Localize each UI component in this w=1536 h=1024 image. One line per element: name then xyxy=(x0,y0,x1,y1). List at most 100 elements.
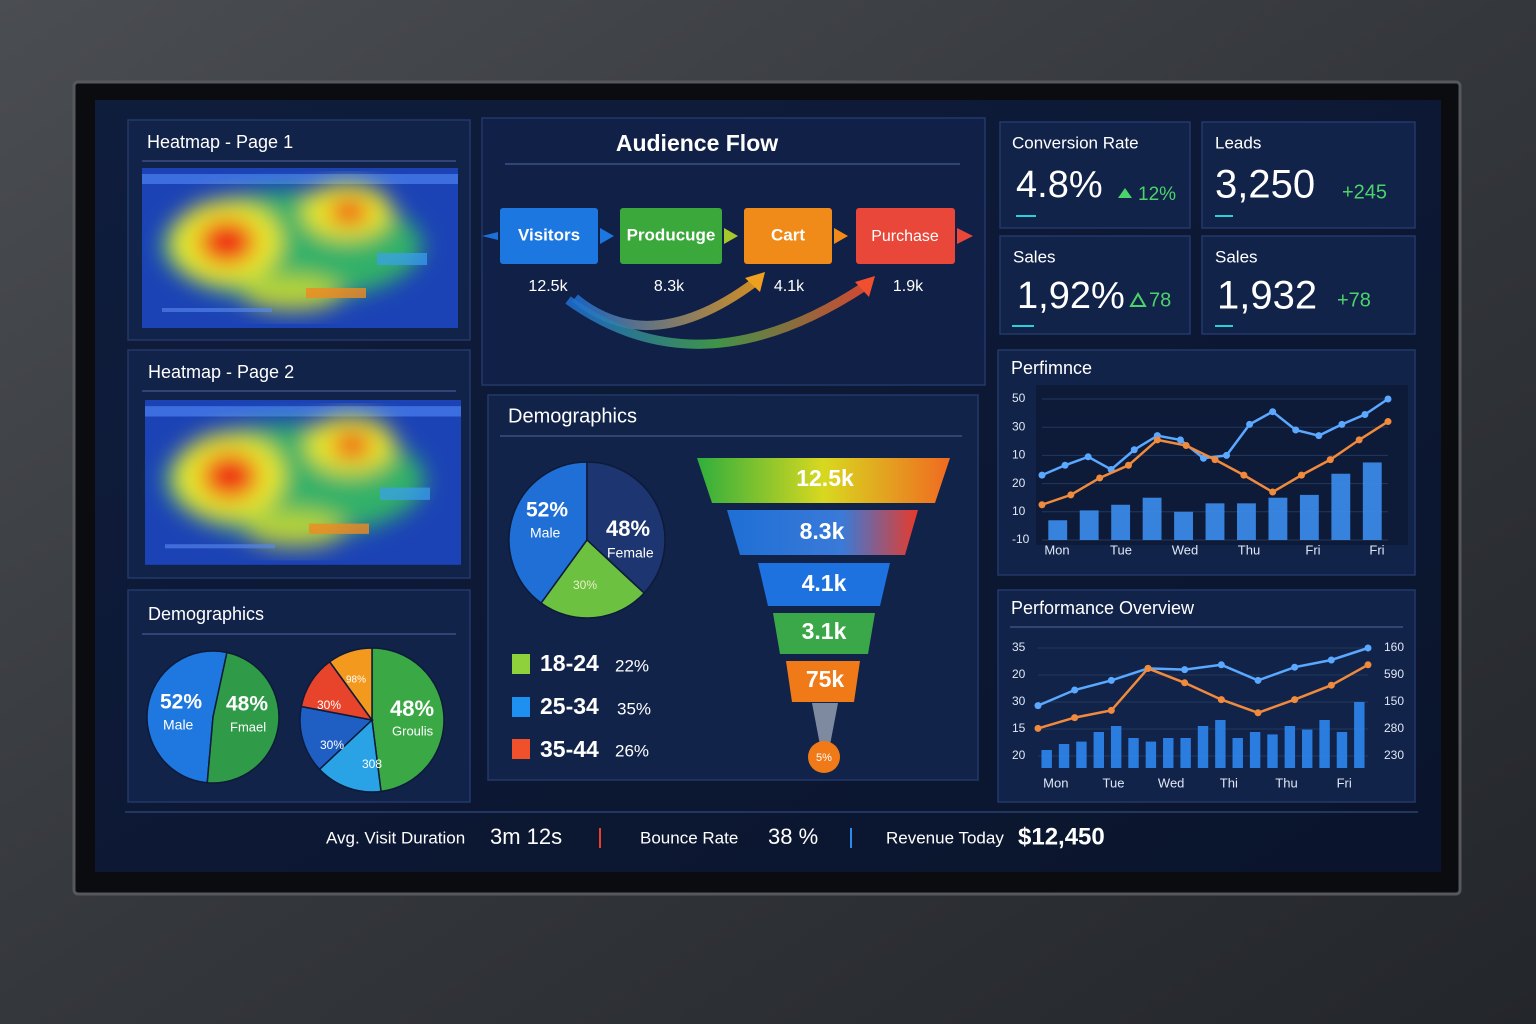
bar xyxy=(1180,738,1191,768)
pie-slice xyxy=(328,647,373,723)
kpi-card xyxy=(999,235,1191,335)
line-point xyxy=(1217,661,1225,669)
line-point xyxy=(1034,702,1042,710)
x-tick-label: Fri xyxy=(1369,542,1384,557)
x-tick-label: Thu xyxy=(1238,542,1260,557)
funnel-step xyxy=(786,661,860,702)
line-point xyxy=(1298,471,1305,479)
bar xyxy=(1249,732,1261,768)
y-tick-label: 20 xyxy=(1012,748,1026,762)
pie-label: 30% xyxy=(317,698,341,712)
stage-value: 1.9k xyxy=(893,278,924,295)
pie-value-label: 30% xyxy=(573,578,597,592)
pie-slice xyxy=(299,705,374,771)
x-tick-label: Wed xyxy=(1172,542,1199,557)
bar xyxy=(1145,741,1157,768)
arrowhead xyxy=(745,272,765,292)
stage-box xyxy=(620,208,722,264)
y-tick-label: 50 xyxy=(1012,391,1026,405)
funnel-step xyxy=(697,458,950,503)
pie xyxy=(146,650,280,784)
line-point xyxy=(1153,436,1161,444)
funnel-end xyxy=(808,741,840,773)
line-point xyxy=(1130,446,1138,454)
funnel-step xyxy=(773,613,875,654)
line-point xyxy=(1061,461,1069,469)
heatmap xyxy=(145,400,461,565)
y2-tick-label: 280 xyxy=(1384,721,1404,735)
line-point xyxy=(1199,454,1207,462)
pie-slice xyxy=(206,651,280,784)
line-point xyxy=(1292,426,1300,434)
kpi-title: Sales xyxy=(1215,247,1258,266)
line-point xyxy=(1364,661,1372,669)
bar xyxy=(1268,497,1288,540)
line-point xyxy=(1327,681,1335,689)
kpi-change: +78 xyxy=(1337,289,1371,311)
pie-category-label: Female xyxy=(607,545,654,561)
bar xyxy=(1267,734,1278,768)
bar xyxy=(1205,503,1225,540)
pie-category-label: Male xyxy=(163,717,194,733)
line-point xyxy=(1269,408,1277,416)
pie-category-label: Male xyxy=(530,525,561,541)
line-point xyxy=(1254,709,1262,717)
pie-slice xyxy=(371,647,445,793)
line-point xyxy=(1223,451,1231,459)
up-arrow xyxy=(1118,188,1132,198)
bar xyxy=(1354,702,1365,768)
line-point xyxy=(1107,676,1115,684)
bar xyxy=(1128,738,1139,768)
stage-label: Producuge xyxy=(627,225,716,244)
pie-slice xyxy=(540,538,646,619)
x-tick-label: Fri xyxy=(1305,542,1320,557)
line xyxy=(1037,646,1369,707)
line-point xyxy=(1096,474,1104,482)
arrowhead xyxy=(957,228,973,244)
flow-arrow xyxy=(572,278,758,330)
pie-category-label: Fmael xyxy=(230,719,266,734)
x-tick-label: Mon xyxy=(1044,542,1069,557)
line-point xyxy=(1384,418,1392,426)
x-tick-label: Tue xyxy=(1110,542,1132,557)
line-point xyxy=(1315,432,1323,440)
line-point xyxy=(1338,420,1346,428)
pie-label: Groulis xyxy=(392,723,434,738)
kpi-value: 4.8% xyxy=(1016,164,1103,206)
funnel-step xyxy=(758,563,890,606)
pie-value-label: 48% xyxy=(606,516,650,541)
pie-value-label: 52% xyxy=(160,691,202,714)
kpi-card xyxy=(1201,235,1416,335)
y2-tick-label: 230 xyxy=(1384,748,1404,762)
x-tick-label: Thi xyxy=(1220,775,1238,790)
y-tick-label: 10 xyxy=(1012,504,1026,518)
bar xyxy=(1110,726,1122,768)
line-point xyxy=(1034,724,1042,732)
age-range: 35-44 xyxy=(540,736,599,762)
footer-label: Revenue Today xyxy=(886,828,1004,847)
footer-value: $12,450 xyxy=(1018,823,1105,850)
line-point xyxy=(1084,453,1092,461)
y-tick-label: 30 xyxy=(1012,419,1026,433)
panel-title: Demographics xyxy=(508,405,637,427)
funnel-label: 8.3k xyxy=(800,518,845,544)
kpi-card xyxy=(999,121,1191,229)
line-point xyxy=(1269,488,1277,496)
arrowhead xyxy=(724,228,738,244)
line-point xyxy=(1326,456,1334,464)
line xyxy=(1037,663,1369,730)
y-tick-label: 10 xyxy=(1012,448,1026,462)
age-range: 18-24 xyxy=(540,650,599,676)
panel-title: Heatmap - Page 1 xyxy=(147,132,293,152)
stage-box xyxy=(856,208,955,264)
bar xyxy=(1336,732,1348,768)
line-point xyxy=(1071,714,1079,722)
x-tick-label: Mon xyxy=(1043,775,1068,790)
kpi-title: Conversion Rate xyxy=(1012,133,1139,152)
bar xyxy=(1093,732,1104,768)
line-point xyxy=(1038,501,1046,509)
x-tick-label: Wed xyxy=(1158,775,1185,790)
legend-swatch xyxy=(512,654,530,674)
bar xyxy=(1319,720,1330,768)
kpi-change: 78 xyxy=(1149,289,1171,311)
